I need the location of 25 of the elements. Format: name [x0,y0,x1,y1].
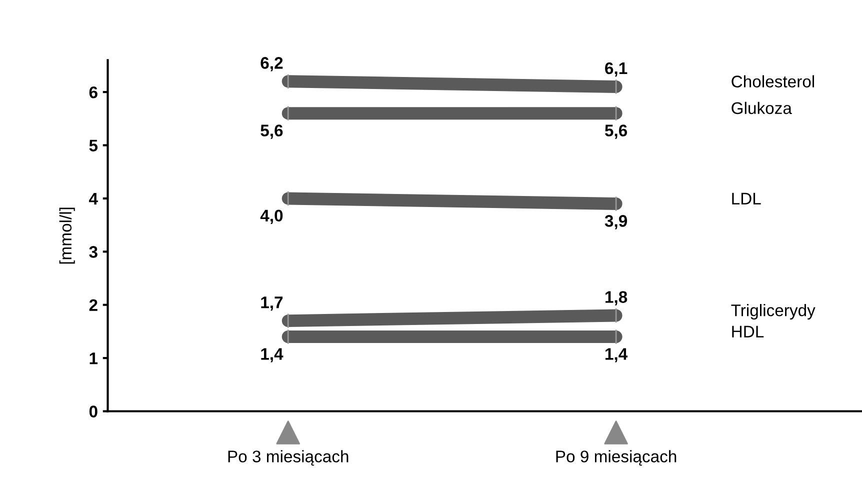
data-label: 6,1 [605,62,628,77]
x-tick-label: Po 3 miesiącach [228,450,348,466]
text: Triglicerydy [731,304,816,320]
data-label: 4,0 [260,210,283,224]
data-label: 3,9 [604,215,628,230]
text: LDL [732,192,761,204]
y-tick-label: 5 [89,140,98,152]
y-tick-label: 3 [89,246,98,258]
text: HDL [732,326,764,338]
text: Glukoza [732,102,792,114]
y-tick-label: 1 [90,352,98,364]
data-label: 5,6 [604,124,628,139]
data-label: 1,4 [606,348,628,362]
y-tick-label: 0 [89,406,98,418]
data-label: 6,2 [260,57,283,72]
data-label: 1,8 [606,291,628,306]
x-tick-label: Po 9 miesiącach [556,450,676,466]
y-axis-title: [mmol/l] [59,208,75,264]
y-tick-label: 6 [89,86,98,98]
data-label: 1,4 [261,348,284,362]
y-tick-label: 2 [89,299,98,311]
y-tick-label: 4 [89,193,98,204]
data-label: 1,7 [261,296,283,311]
text: Cholesterol [732,75,814,88]
data-label: 5,6 [260,124,283,139]
